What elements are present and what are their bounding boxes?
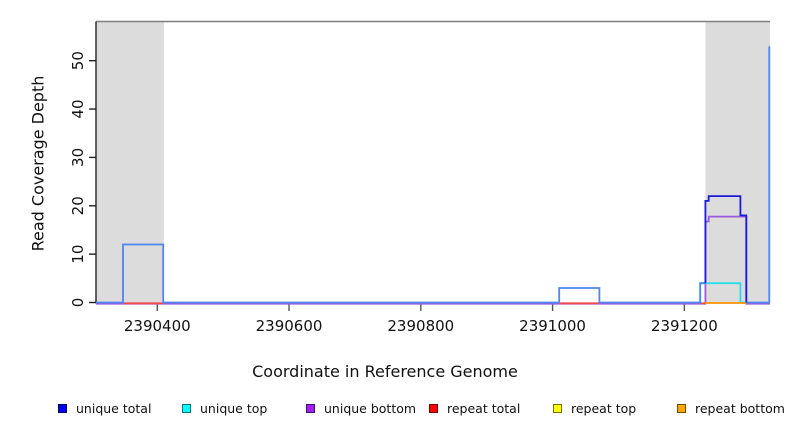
series-line-unique-bottom bbox=[96, 215, 770, 305]
y-axis-title: Read Coverage Depth bbox=[28, 75, 48, 252]
y-tick-label: 30 bbox=[69, 148, 87, 167]
y-tick-label: 10 bbox=[69, 245, 87, 264]
y-tick-label: 20 bbox=[69, 196, 87, 215]
x-tick-label: 2390400 bbox=[124, 317, 191, 335]
x-tick-label: 2391000 bbox=[519, 317, 586, 335]
series-line-unique-total bbox=[704, 195, 748, 303]
y-tick-label: 40 bbox=[69, 99, 87, 118]
y-tick-label: 50 bbox=[69, 51, 87, 70]
x-axis-title: Coordinate in Reference Genome bbox=[252, 362, 518, 381]
y-tick-label: 0 bbox=[69, 298, 87, 308]
series-line-unique-total bbox=[746, 46, 771, 304]
repeat-region-band bbox=[705, 21, 770, 304]
x-tick-label: 2390600 bbox=[256, 317, 323, 335]
x-tick-label: 2391200 bbox=[651, 317, 718, 335]
series-line-unique-total bbox=[96, 243, 706, 304]
x-tick-label: 2390800 bbox=[387, 317, 454, 335]
repeat-region-band bbox=[96, 21, 164, 304]
